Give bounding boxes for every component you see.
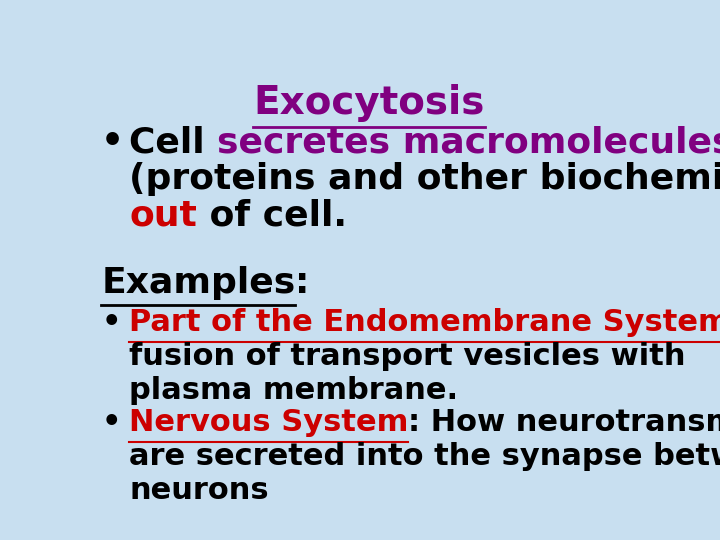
Text: :: : — [295, 266, 310, 300]
Text: Examples: Examples — [101, 266, 295, 300]
Text: (proteins and other biochemicals): (proteins and other biochemicals) — [129, 161, 720, 195]
Text: Part of the Endomembrane System: Part of the Endomembrane System — [129, 308, 720, 337]
Text: fusion of transport vesicles with: fusion of transport vesicles with — [129, 342, 685, 371]
Text: plasma membrane.: plasma membrane. — [129, 376, 458, 405]
Text: Cell: Cell — [129, 125, 217, 159]
Text: •: • — [101, 308, 121, 337]
Text: of cell.: of cell. — [197, 198, 347, 232]
Text: secretes macromolecules: secretes macromolecules — [217, 125, 720, 159]
Text: : How neurotransmitters: : How neurotransmitters — [408, 408, 720, 437]
Text: Nervous System: Nervous System — [129, 408, 408, 437]
Text: •: • — [101, 408, 121, 437]
Text: out: out — [129, 198, 197, 232]
Text: •: • — [101, 125, 125, 159]
Text: Exocytosis: Exocytosis — [253, 84, 485, 122]
Text: neurons: neurons — [129, 476, 269, 505]
Text: are secreted into the synapse between: are secreted into the synapse between — [129, 442, 720, 471]
